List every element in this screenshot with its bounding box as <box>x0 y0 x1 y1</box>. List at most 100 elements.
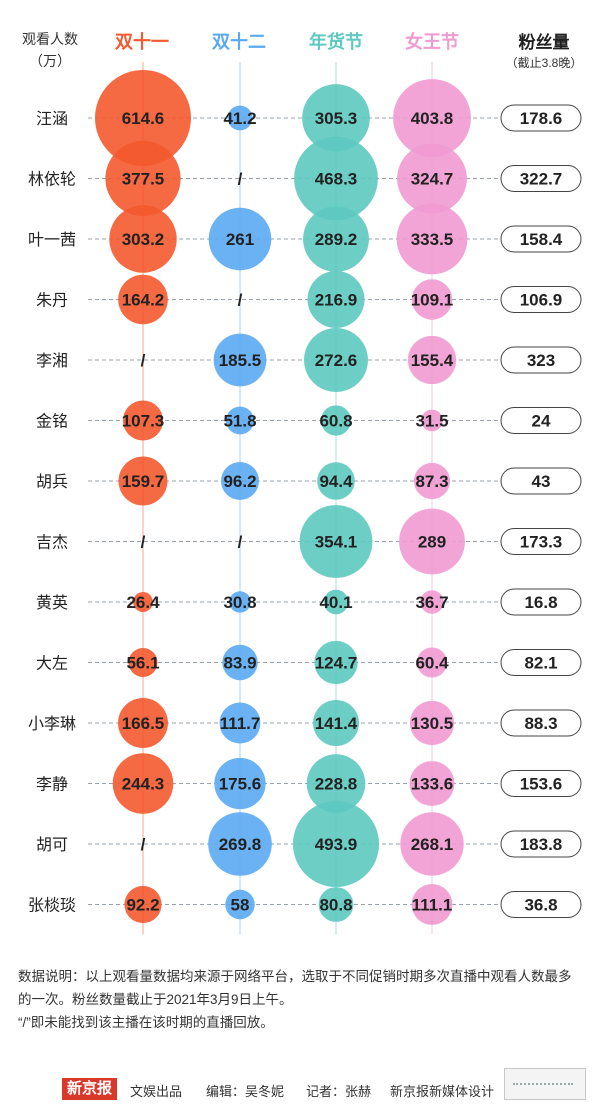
row-label: 张棪琰 <box>28 897 76 915</box>
bubble <box>292 800 380 888</box>
bubble-label: 60.4 <box>415 654 449 673</box>
footer: 新京报 文娱出品 编辑：吴冬妮 记者：张赫 新京报新媒体设计 <box>0 1076 600 1102</box>
bubble-label: 40.1 <box>319 593 352 612</box>
bubble-label: / <box>238 291 243 310</box>
bubble <box>420 590 444 614</box>
bubble <box>294 136 378 221</box>
bubble <box>318 887 354 922</box>
bubble-label: 111.7 <box>220 714 261 733</box>
bubble-label: 96.2 <box>223 472 256 491</box>
row-label: 胡兵 <box>36 473 68 491</box>
bubble-label: 159.7 <box>122 472 165 491</box>
bubble <box>124 885 162 924</box>
bubble-label: 30.8 <box>223 593 256 612</box>
bubble <box>299 505 373 578</box>
fans-value: 183.8 <box>520 835 563 854</box>
bubble <box>409 761 455 806</box>
bubble <box>213 333 267 387</box>
bubble-label: 614.6 <box>122 109 165 128</box>
bubble <box>306 754 366 813</box>
bubble <box>303 206 369 272</box>
bubble <box>304 328 368 392</box>
bubble <box>208 812 272 876</box>
bubble-label: 377.5 <box>122 170 165 189</box>
bubble <box>411 279 453 320</box>
row-label: 吉杰 <box>36 534 68 552</box>
bubble-label: 303.2 <box>122 230 165 249</box>
bubble-label: 80.8 <box>319 896 352 915</box>
bubble-label: 261 <box>226 230 254 249</box>
bubble-chart: 观看人数 （万） 双十一 双十二 年货节 女王节 粉丝量 （截止3.8晚） 汪涵… <box>14 28 583 935</box>
bubble-label: 51.8 <box>223 412 256 431</box>
row-label: 朱丹 <box>36 292 68 310</box>
fans-value: 88.3 <box>524 714 557 733</box>
row-header-line-1: 观看人数 <box>22 31 78 47</box>
signature-stamp <box>504 1068 586 1100</box>
bubble <box>307 270 365 329</box>
fans-pill <box>500 649 582 676</box>
bubble <box>413 462 451 500</box>
footer-design: 新京报新媒体设计 <box>390 1084 495 1099</box>
fans-pill <box>500 104 582 132</box>
bubble <box>302 84 370 152</box>
bubble <box>221 462 259 500</box>
bubble-label: 56.1 <box>126 654 159 673</box>
bubble <box>122 400 164 441</box>
bubble-label: / <box>141 835 146 854</box>
bubble-label: / <box>141 351 146 370</box>
row-label: 汪涵 <box>36 110 68 128</box>
bubble <box>229 591 251 613</box>
fans-pill <box>500 467 582 495</box>
row-label: 黄英 <box>36 594 68 612</box>
fans-pill <box>500 225 582 253</box>
bubble <box>400 812 464 876</box>
fans-value: 24 <box>532 412 551 431</box>
bubble <box>411 884 453 925</box>
data-note: 数据说明：以上观看量数据均来源于网络平台，选取于不同促销时期多次直播中观看人数最… <box>18 965 584 1034</box>
bubble-label: 333.5 <box>411 230 454 249</box>
fans-pill <box>500 346 582 374</box>
fans-pill <box>500 286 582 313</box>
bubble-label: 155.4 <box>411 351 454 370</box>
series-header-nianhuojie: 年货节 <box>309 32 363 52</box>
fans-pill <box>500 891 582 918</box>
bubble <box>226 406 254 435</box>
row-header-line-2: （万） <box>29 53 71 69</box>
bubble-label: 324.7 <box>411 170 454 189</box>
footer-editor: 编辑：吴冬妮 <box>206 1084 285 1099</box>
bubble <box>112 753 174 814</box>
bubble-label: 493.9 <box>315 835 358 854</box>
bubble-label: 354.1 <box>315 533 358 552</box>
fans-value: 36.8 <box>524 896 557 915</box>
bubble-label: 41.2 <box>223 109 256 128</box>
fans-pill <box>500 528 582 555</box>
bubble <box>397 143 467 214</box>
bubble <box>118 274 168 325</box>
row-label: 金铭 <box>36 413 68 431</box>
bubble-label: 269.8 <box>219 835 262 854</box>
bubble-label: 268.1 <box>411 835 454 854</box>
row-header: 观看人数 （万） <box>14 28 86 72</box>
bubble <box>133 592 153 612</box>
bubble-label: 92.2 <box>126 896 159 915</box>
bubble <box>118 456 168 506</box>
bubble <box>409 700 455 746</box>
bubble-label: / <box>141 533 146 552</box>
brand-logo: 新京报 <box>62 1078 118 1100</box>
bubble-label: / <box>238 170 243 189</box>
bubble-plot: 汪涵 614.6 41.2 305.3 403.8 178.6 林依轮 377.5 / 468.3… <box>28 62 582 935</box>
bubble <box>208 207 272 271</box>
row-label: 小李琳 <box>28 715 76 733</box>
fans-pill <box>500 709 582 737</box>
series-header-shuang11: 双十一 <box>115 32 169 52</box>
bubble <box>317 462 355 500</box>
bubble-label: 36.7 <box>415 593 448 612</box>
bubble-label: 468.3 <box>315 170 358 189</box>
fans-value: 322.7 <box>520 170 563 189</box>
bubble <box>323 589 349 615</box>
bubble-label: 124.7 <box>315 654 358 673</box>
fans-header-note: （截止3.8晚） <box>505 56 583 70</box>
fans-value: 158.4 <box>520 230 563 249</box>
bubble-label: 111.1 <box>412 896 453 915</box>
bubble-label: 26.4 <box>126 593 160 612</box>
